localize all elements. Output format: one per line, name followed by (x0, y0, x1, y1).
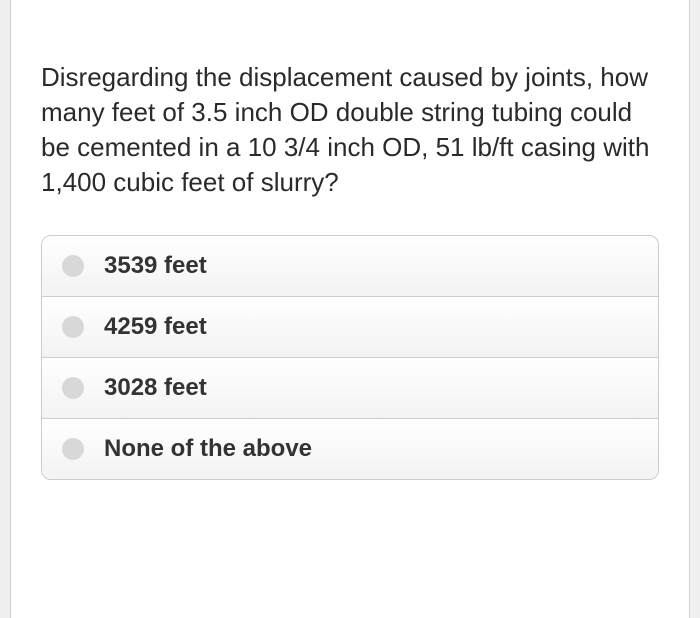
option-label: 3539 feet (104, 252, 207, 280)
radio-icon (62, 438, 84, 460)
quiz-container: Disregarding the displacement caused by … (10, 0, 690, 618)
options-list: 3539 feet 4259 feet 3028 feet None of th… (41, 235, 659, 480)
option-label: None of the above (104, 435, 312, 463)
question-text: Disregarding the displacement caused by … (41, 60, 659, 200)
option-label: 4259 feet (104, 313, 207, 341)
radio-icon (62, 377, 84, 399)
option-label: 3028 feet (104, 374, 207, 402)
radio-icon (62, 255, 84, 277)
option-item-1[interactable]: 3539 feet (42, 236, 658, 297)
option-item-4[interactable]: None of the above (42, 419, 658, 479)
option-item-3[interactable]: 3028 feet (42, 358, 658, 419)
radio-icon (62, 316, 84, 338)
option-item-2[interactable]: 4259 feet (42, 297, 658, 358)
